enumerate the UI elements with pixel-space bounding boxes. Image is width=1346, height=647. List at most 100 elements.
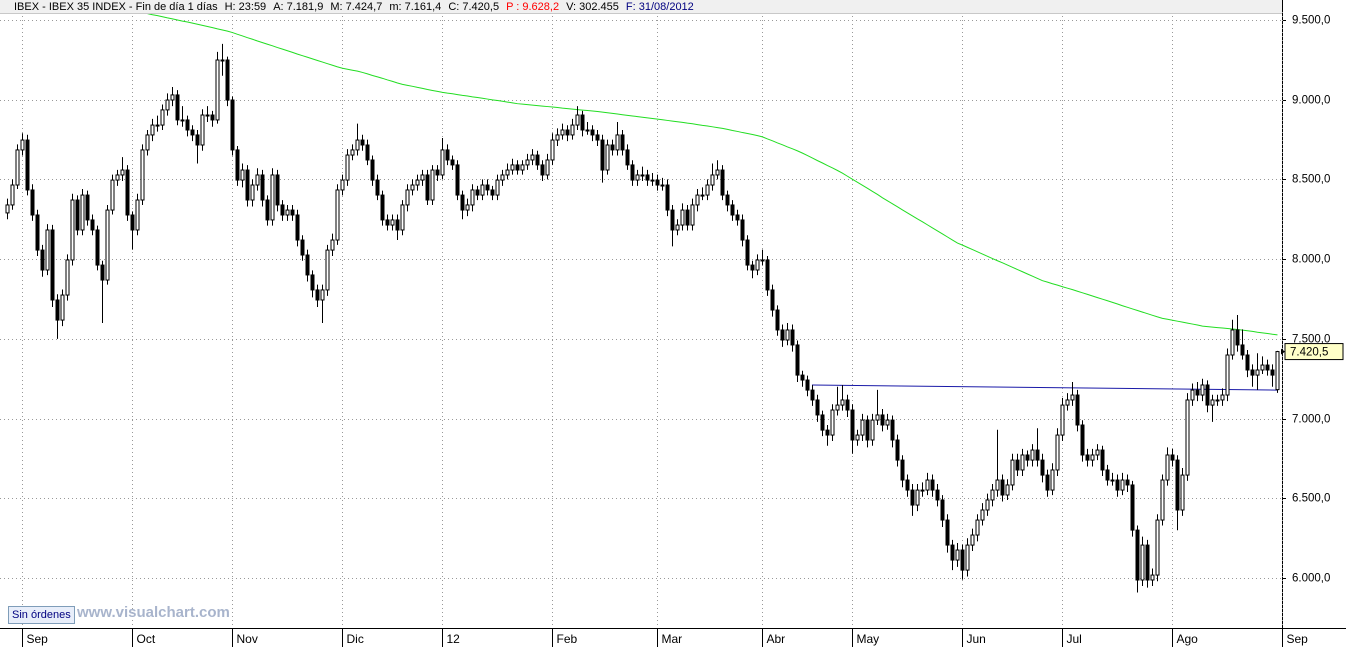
orders-button[interactable]: Sin órdenes: [8, 606, 75, 624]
candle-body: [630, 164, 635, 181]
candle-body: [445, 149, 450, 161]
x-tick-label: Sep: [1287, 632, 1309, 646]
candle-body: [925, 479, 930, 491]
candle-body: [860, 419, 865, 436]
candle-body: [175, 94, 180, 121]
candle-body: [300, 239, 305, 256]
candle-body: [1030, 449, 1035, 461]
candle-body: [500, 174, 505, 181]
candle-body: [50, 229, 55, 301]
candle-body: [75, 199, 80, 231]
candle-body: [400, 204, 405, 231]
candle-body: [435, 169, 440, 176]
candle-body: [255, 174, 260, 186]
candle-body: [780, 329, 785, 341]
candle-body: [575, 114, 580, 126]
candle-body: [1055, 434, 1060, 471]
candle-body: [1260, 364, 1265, 371]
candle-body: [590, 129, 595, 136]
candle-body: [1100, 449, 1105, 471]
candle-body: [840, 399, 845, 406]
candle-body: [965, 544, 970, 571]
candle-body: [55, 299, 60, 321]
candle-body: [1225, 354, 1230, 396]
candle-body: [1175, 459, 1180, 511]
candle-body: [1210, 399, 1215, 406]
candle-body: [1125, 479, 1130, 486]
candle-body: [390, 219, 395, 226]
x-tick-label: Oct: [137, 632, 156, 646]
x-tick-label: Dic: [347, 632, 364, 646]
x-tick-label: Jul: [1067, 632, 1082, 646]
candle-body: [1150, 574, 1155, 581]
candle-body: [1160, 479, 1165, 521]
candle-body: [65, 259, 70, 296]
candle-body: [1040, 459, 1045, 476]
candle-body: [855, 434, 860, 441]
candle-body: [1170, 454, 1175, 461]
candle-body: [705, 184, 710, 196]
candle-body: [955, 549, 960, 561]
candle-body: [1135, 529, 1140, 581]
candle-body: [1130, 484, 1135, 531]
candle-body: [685, 209, 690, 226]
candle-body: [1205, 384, 1210, 406]
candle-body: [180, 119, 185, 122]
candle-body: [195, 134, 200, 146]
candle-body: [415, 179, 420, 186]
candle-body: [980, 509, 985, 521]
candle-body: [90, 219, 95, 231]
candle-body: [315, 289, 320, 301]
y-tick-label: 7.000,0: [1292, 414, 1330, 426]
candle-body: [610, 144, 615, 151]
header-field: C: 7.420,5: [448, 1, 500, 13]
candle-body: [625, 149, 630, 166]
candle-body: [825, 429, 830, 436]
y-tick-label: 6.000,0: [1292, 573, 1330, 585]
x-tick-label: Mar: [662, 632, 683, 646]
candle-body: [605, 144, 610, 171]
candle-body: [895, 439, 900, 461]
header-field: V: 302.455: [566, 1, 619, 13]
candle-body: [1095, 449, 1100, 456]
candle-body: [1190, 389, 1195, 401]
candle-body: [550, 139, 555, 161]
candle-body: [935, 489, 940, 501]
candle-body: [140, 149, 145, 201]
candle-body: [70, 199, 75, 261]
candle-body: [680, 209, 685, 226]
candle-body: [1060, 404, 1065, 436]
candle-body: [675, 224, 680, 231]
candle-body: [405, 189, 410, 206]
candle-body: [1090, 454, 1095, 461]
candle-body: [700, 194, 705, 197]
y-tick-label: 8.000,0: [1292, 254, 1330, 266]
candle-body: [1275, 351, 1280, 391]
candle-body: [585, 129, 590, 132]
candle-body: [800, 374, 805, 381]
candle-body: [1000, 479, 1005, 496]
candle-body: [785, 329, 790, 341]
candle-body: [670, 209, 675, 231]
candle-body: [970, 534, 975, 546]
candle-body: [690, 204, 695, 226]
last-price-label: 7.420,5: [1290, 347, 1328, 359]
candle-body: [795, 344, 800, 376]
candle-body: [890, 419, 895, 441]
candle-body: [1050, 469, 1055, 491]
candle-body: [1240, 344, 1245, 356]
candle-body: [230, 99, 235, 151]
candle-body: [360, 139, 365, 146]
candle-body: [1250, 369, 1255, 376]
candle-body: [225, 59, 230, 101]
candle-body: [450, 159, 455, 166]
candle-body: [210, 114, 215, 121]
candle-body: [820, 414, 825, 431]
header-field: A: 7.181,9: [273, 1, 324, 13]
candle-body: [245, 169, 250, 201]
candle-body: [805, 379, 810, 391]
candle-body: [880, 414, 885, 426]
candle-body: [200, 114, 205, 146]
candle-body: [295, 214, 300, 241]
